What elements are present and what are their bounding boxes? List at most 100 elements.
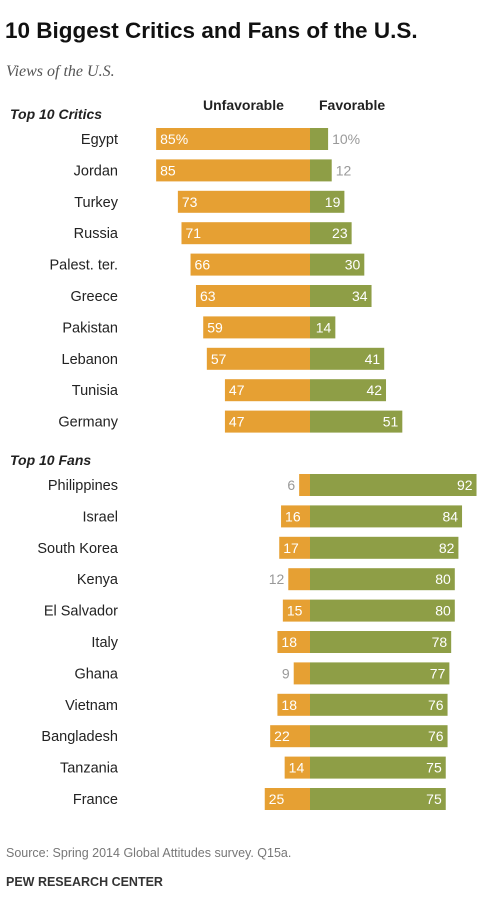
favorable-bar-lebanon	[310, 347, 385, 370]
favorable-bar-bangladesh	[310, 725, 448, 748]
favorable-column-header: Favorable	[319, 97, 386, 113]
favorable-bar-egypt	[310, 128, 329, 150]
country-label-philippines: Philippines	[48, 478, 118, 494]
favorable-value-kenya: 80	[435, 571, 451, 587]
favorable-bar-france	[310, 788, 446, 810]
unfavorable-value-pakistan: 59	[207, 319, 223, 335]
favorable-bar-russia	[310, 222, 352, 245]
favorable-value-tanzania: 75	[426, 760, 442, 776]
unfavorable-value-vietnam: 18	[281, 697, 297, 713]
favorable-bar-jordan	[310, 159, 332, 182]
country-label-palest-ter: Palest. ter.	[49, 258, 118, 274]
favorable-bar-south-korea	[310, 536, 459, 559]
unfavorable-bar-lebanon	[206, 347, 310, 370]
favorable-value-italy: 78	[432, 634, 448, 650]
unfavorable-bar-germany	[224, 410, 310, 433]
favorable-value-greece: 34	[352, 288, 368, 304]
unfavorable-value-germany: 47	[229, 414, 245, 430]
favorable-bar-turkey	[310, 190, 345, 213]
unfavorable-value-jordan: 85	[160, 162, 176, 178]
favorable-bar-israel	[310, 505, 463, 528]
favorable-bar-pakistan	[310, 316, 336, 339]
favorable-value-vietnam: 76	[428, 697, 444, 713]
favorable-bar-tanzania	[310, 756, 446, 779]
country-label-israel: Israel	[83, 509, 118, 525]
favorable-bar-kenya	[310, 568, 455, 591]
unfavorable-value-kenya: 12	[269, 571, 285, 587]
favorable-bar-ghana	[310, 662, 450, 685]
country-label-italy: Italy	[91, 635, 118, 651]
unfavorable-value-ghana: 9	[282, 665, 290, 681]
unfavorable-bar-tanzania	[284, 756, 310, 779]
favorable-value-egypt: 10%	[332, 131, 360, 147]
unfavorable-bar-pakistan	[203, 316, 310, 339]
favorable-value-south-korea: 82	[439, 540, 455, 556]
favorable-bar-germany	[310, 410, 403, 433]
country-label-tunisia: Tunisia	[72, 383, 119, 399]
country-label-vietnam: Vietnam	[65, 698, 118, 714]
unfavorable-value-tunisia: 47	[229, 382, 245, 398]
country-label-south-korea: South Korea	[37, 541, 119, 557]
unfavorable-value-philippines: 6	[287, 477, 295, 493]
country-label-ghana: Ghana	[74, 666, 118, 682]
country-label-jordan: Jordan	[74, 163, 118, 179]
group-title-critics: Top 10 Critics	[10, 106, 103, 122]
favorable-bar-vietnam	[310, 693, 448, 716]
unfavorable-value-italy: 18	[281, 634, 297, 650]
unfavorable-value-palest-ter: 66	[195, 257, 211, 273]
unfavorable-bar-greece	[195, 285, 310, 307]
source-note: Source: Spring 2014 Global Attitudes sur…	[6, 846, 292, 860]
favorable-bar-greece	[310, 285, 372, 307]
unfavorable-bar-south-korea	[279, 536, 310, 559]
favorable-value-philippines: 92	[457, 477, 473, 493]
favorable-bar-palest-ter	[310, 253, 365, 276]
favorable-value-bangladesh: 76	[428, 728, 444, 744]
unfavorable-value-south-korea: 17	[283, 540, 299, 556]
favorable-value-tunisia: 42	[366, 382, 382, 398]
favorable-value-lebanon: 41	[365, 351, 381, 367]
favorable-value-russia: 23	[332, 225, 348, 241]
chart-title: 10 Biggest Critics and Fans of the U.S.	[5, 18, 418, 43]
favorable-value-israel: 84	[442, 508, 458, 524]
unfavorable-value-greece: 63	[200, 288, 216, 304]
favorable-bar-philippines	[310, 474, 477, 496]
unfavorable-bar-philippines	[299, 474, 310, 496]
unfavorable-bar-jordan	[156, 159, 310, 182]
favorable-bar-italy	[310, 631, 452, 653]
unfavorable-bar-italy	[277, 631, 310, 653]
unfavorable-bar-bangladesh	[270, 725, 310, 748]
diverging-bar-chart: Egypt 85% 10% Jordan 85 12 Turkey 73 19 Russia 71 2…	[37, 128, 477, 810]
unfavorable-bar-france	[264, 788, 310, 810]
unfavorable-value-israel: 16	[285, 508, 301, 524]
unfavorable-bar-israel	[281, 505, 310, 528]
unfavorable-value-el-salvador: 15	[287, 603, 303, 619]
country-label-bangladesh: Bangladesh	[41, 729, 118, 745]
country-label-greece: Greece	[70, 289, 118, 305]
unfavorable-bar-vietnam	[277, 693, 310, 716]
country-label-lebanon: Lebanon	[62, 352, 118, 368]
favorable-value-germany: 51	[383, 414, 399, 430]
unfavorable-value-turkey: 73	[182, 194, 198, 210]
country-label-france: France	[73, 792, 118, 808]
unfavorable-value-lebanon: 57	[211, 351, 227, 367]
unfavorable-bar-ghana	[293, 662, 310, 685]
favorable-value-el-salvador: 80	[435, 603, 451, 619]
unfavorable-value-egypt: 85%	[160, 131, 188, 147]
unfavorable-bar-palest-ter	[190, 253, 310, 276]
country-label-kenya: Kenya	[77, 572, 119, 588]
unfavorable-value-russia: 71	[185, 225, 201, 241]
unfavorable-column-header: Unfavorable	[203, 97, 284, 113]
country-label-germany: Germany	[58, 415, 118, 431]
favorable-bar-el-salvador	[310, 599, 455, 622]
chart-subtitle: Views of the U.S.	[6, 63, 115, 80]
unfavorable-bar-turkey	[177, 190, 310, 213]
favorable-value-pakistan: 14	[316, 319, 332, 335]
org-credit: PEW RESEARCH CENTER	[6, 875, 163, 889]
favorable-value-turkey: 19	[325, 194, 341, 210]
unfavorable-bar-tunisia	[224, 379, 310, 402]
country-label-turkey: Turkey	[74, 195, 119, 211]
unfavorable-value-bangladesh: 22	[274, 728, 290, 744]
country-label-egypt: Egypt	[81, 132, 118, 148]
favorable-value-france: 75	[426, 791, 442, 807]
unfavorable-bar-el-salvador	[282, 599, 310, 622]
